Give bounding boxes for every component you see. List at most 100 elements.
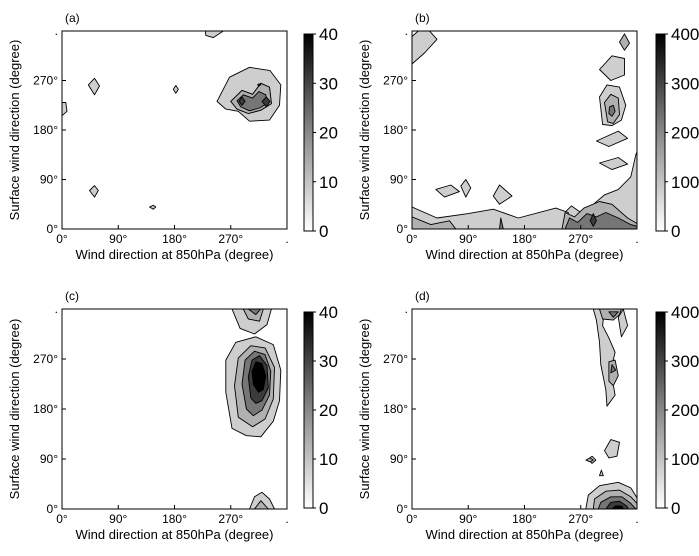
- contour-level-30-region-1: [261, 96, 271, 108]
- y-tick-label: 270°: [33, 74, 58, 88]
- x-tick-label: 270°: [218, 232, 243, 246]
- contour-level-30-region-2: [257, 83, 262, 87]
- plot-area: [225, 309, 282, 509]
- y-axis-label: Surface wind direction (degree): [357, 40, 372, 221]
- colorbar-ticks: [665, 311, 668, 509]
- colorbar-ticks: [313, 311, 316, 509]
- y-tick-label: 0°: [47, 222, 59, 236]
- panel-b: 0° 90° 180° 270° . 0° 90° 180° 270°. Wind directi…: [357, 11, 699, 262]
- contour-level-50-region-2: [595, 130, 629, 147]
- colorbar-tick-label: 10: [319, 173, 338, 192]
- contour-level-10-region-2: [254, 500, 269, 509]
- panel-label: (c): [65, 289, 79, 303]
- colorbar-tick-label: 0: [671, 499, 680, 518]
- x-tick-label: 180°: [512, 512, 537, 526]
- y-tick-label: 180°: [33, 123, 58, 137]
- x-tick-label: 180°: [162, 232, 187, 246]
- colorbar-tick-label: 0: [319, 499, 328, 518]
- colorbar-labels: 0 100 200 300 400: [671, 303, 699, 518]
- colorbar: [303, 311, 314, 509]
- colorbar-ticks: [665, 33, 668, 232]
- y-tick-label: 90°: [390, 173, 408, 187]
- contour-level-100-region-2: [412, 216, 457, 229]
- colorbar: [655, 311, 666, 509]
- x-axis-label: Wind direction at 850hPa (degree): [75, 247, 273, 262]
- y-tick-label: .: [55, 24, 58, 38]
- contour-level-50-region-8: [435, 184, 460, 198]
- x-tick-label: .: [285, 512, 288, 526]
- y-tick-label: 0°: [47, 502, 59, 516]
- colorbar-tick-label: 20: [319, 401, 338, 420]
- y-axis-label: Surface wind direction (degree): [7, 40, 22, 221]
- contour-level-400-region-0: [611, 505, 624, 509]
- y-tick-label: 90°: [40, 173, 58, 187]
- y-tick-label: 0°: [397, 222, 409, 236]
- contour-level-5-region-4: [62, 102, 68, 117]
- contour-level-5-region-7: [149, 204, 157, 210]
- panel-label: (d): [415, 289, 430, 303]
- contour-level-100-region-3: [585, 457, 594, 463]
- colorbar-tick-label: 10: [319, 450, 338, 469]
- plot-area: [585, 309, 637, 509]
- panel-a: 0° 90° 180° 270° . 0° 90° 180° 270°. Wind directi…: [7, 11, 338, 262]
- panel-d: 0° 90° 180° 270° . 0° 90° 180° 270°. Wind directi…: [357, 289, 699, 542]
- x-tick-label: .: [635, 232, 638, 246]
- plot-area: [62, 31, 282, 210]
- x-axis-label: Wind direction at 850hPa (degree): [425, 527, 623, 542]
- y-tick-label: 90°: [40, 452, 58, 466]
- x-axis-label: Wind direction at 850hPa (degree): [75, 527, 273, 542]
- colorbar: [303, 33, 314, 232]
- contour-level-50-region-7: [460, 179, 472, 198]
- panel-c: 0° 90° 180° 270° . 0° 90° 180° 270°. Wind directi…: [7, 289, 338, 542]
- contour-level-5-region-6: [172, 85, 179, 94]
- colorbar-labels: 0 10 20 30 40: [319, 303, 338, 518]
- colorbar-tick-label: 300: [671, 352, 699, 371]
- colorbar: [655, 33, 666, 232]
- colorbar-tick-label: 0: [671, 222, 680, 241]
- contour-level-50-region-5: [412, 31, 438, 65]
- x-tick-label: 270°: [568, 512, 593, 526]
- y-tick-label: 270°: [33, 352, 58, 366]
- contour-level-5-region-3: [87, 77, 100, 96]
- colorbar-ticks: [313, 33, 316, 232]
- x-tick-label: 90°: [459, 232, 477, 246]
- colorbar-tick-label: 40: [319, 25, 338, 44]
- contour-level-200-region-2: [499, 217, 504, 229]
- y-tick-label: 90°: [390, 452, 408, 466]
- contour-level-200-region-2: [610, 364, 617, 374]
- colorbar-tick-label: 0: [319, 222, 328, 241]
- contour-level-50-region-1: [599, 157, 629, 171]
- x-axis-label: Wind direction at 850hPa (degree): [425, 247, 623, 262]
- colorbar-tick-label: 20: [319, 124, 338, 143]
- colorbar-tick-label: 30: [319, 352, 338, 371]
- colorbar-labels: 0 100 200 300 400: [671, 25, 699, 241]
- x-tick-label: 90°: [459, 512, 477, 526]
- x-tick-label: 0°: [406, 512, 418, 526]
- y-tick-label: 180°: [33, 402, 58, 416]
- y-tick-label: 180°: [383, 402, 408, 416]
- colorbar-tick-label: 400: [671, 303, 699, 322]
- x-tick-label: 0°: [56, 232, 68, 246]
- contour-level-200-region-1: [608, 104, 616, 117]
- y-tick-label: .: [55, 302, 58, 316]
- contour-level-50-region-1: [592, 309, 616, 407]
- x-tick-label: 270°: [568, 232, 593, 246]
- colorbar-tick-label: 30: [319, 74, 338, 93]
- contour-level-300-region-0: [589, 213, 597, 227]
- contour-level-200-region-1: [608, 311, 619, 318]
- y-tick-label: 270°: [383, 74, 408, 88]
- contour-level-50-region-5: [599, 469, 604, 477]
- contour-level-40-region-0: [251, 361, 267, 393]
- colorbar-tick-label: 400: [671, 25, 699, 44]
- colorbar-tick-label: 200: [671, 124, 699, 143]
- y-tick-label: 0°: [397, 502, 409, 516]
- x-tick-label: 180°: [162, 512, 187, 526]
- y-tick-label: 270°: [383, 352, 408, 366]
- contour-level-100-region-3: [619, 33, 630, 51]
- contour-level-5-region-5: [89, 185, 99, 198]
- contour-level-50-region-4: [599, 55, 625, 81]
- contour-level-5-region-2: [249, 491, 275, 509]
- x-tick-label: 0°: [56, 512, 68, 526]
- x-tick-label: 90°: [109, 232, 127, 246]
